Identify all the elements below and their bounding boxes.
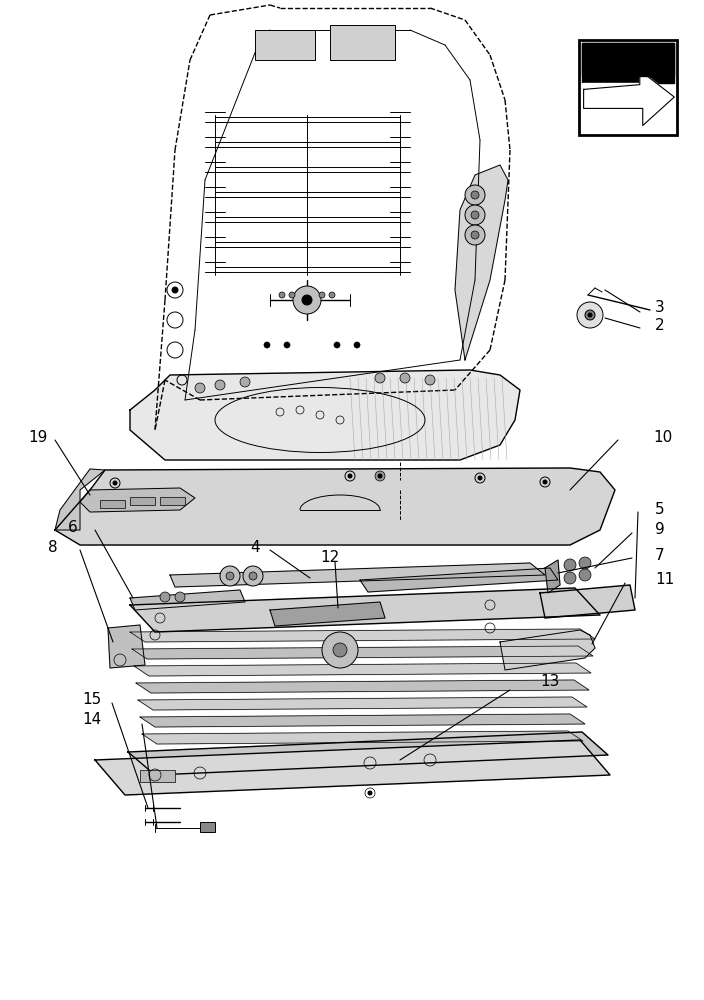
Polygon shape [132, 646, 593, 659]
Polygon shape [500, 630, 595, 670]
Polygon shape [582, 43, 674, 76]
Circle shape [333, 643, 347, 657]
Circle shape [588, 313, 592, 317]
Circle shape [354, 342, 360, 348]
Polygon shape [140, 714, 585, 727]
Circle shape [215, 380, 225, 390]
Circle shape [577, 302, 603, 328]
Circle shape [240, 377, 250, 387]
Circle shape [322, 632, 358, 668]
Polygon shape [130, 588, 600, 632]
Circle shape [579, 557, 591, 569]
Bar [200, 822, 215, 832]
Polygon shape [270, 602, 385, 626]
Polygon shape [540, 585, 635, 618]
Text: 9: 9 [655, 522, 665, 538]
Text: 8: 8 [48, 540, 58, 554]
Polygon shape [582, 83, 638, 132]
Text: 7: 7 [655, 548, 665, 562]
Text: 11: 11 [655, 572, 674, 587]
Circle shape [478, 476, 482, 480]
Bar [330, 25, 395, 60]
Circle shape [284, 342, 290, 348]
Circle shape [425, 375, 435, 385]
Polygon shape [55, 468, 615, 545]
Circle shape [564, 559, 576, 571]
Circle shape [471, 211, 479, 219]
Circle shape [293, 286, 321, 314]
Polygon shape [138, 697, 587, 710]
Polygon shape [130, 370, 520, 460]
Polygon shape [360, 568, 558, 592]
Circle shape [471, 231, 479, 239]
Circle shape [368, 791, 372, 795]
Circle shape [172, 287, 178, 293]
Circle shape [543, 480, 547, 484]
Circle shape [465, 225, 485, 245]
Text: 13: 13 [540, 674, 560, 690]
Circle shape [175, 592, 185, 602]
Polygon shape [80, 488, 195, 512]
Circle shape [220, 566, 240, 586]
Circle shape [348, 474, 352, 478]
Circle shape [279, 292, 285, 298]
Text: 14: 14 [82, 712, 101, 728]
Circle shape [226, 572, 234, 580]
Bar [140, 770, 175, 782]
Circle shape [334, 342, 340, 348]
Bar [160, 497, 185, 505]
Circle shape [585, 310, 595, 320]
Bar [130, 497, 155, 505]
Circle shape [375, 471, 385, 481]
Polygon shape [582, 43, 674, 83]
Polygon shape [455, 165, 508, 360]
Circle shape [319, 292, 325, 298]
Text: 2: 2 [655, 318, 665, 332]
Polygon shape [95, 740, 610, 795]
Text: 19: 19 [28, 430, 47, 444]
Polygon shape [55, 469, 105, 530]
Circle shape [113, 481, 117, 485]
Text: 5: 5 [655, 502, 665, 518]
Text: 4: 4 [250, 540, 260, 554]
Circle shape [465, 205, 485, 225]
Circle shape [471, 191, 479, 199]
Text: 6: 6 [68, 520, 77, 534]
Polygon shape [142, 731, 583, 744]
Polygon shape [130, 590, 245, 610]
Circle shape [375, 373, 385, 383]
Text: 3: 3 [655, 300, 665, 316]
Polygon shape [545, 560, 560, 593]
Bar [579, 40, 677, 135]
Circle shape [329, 292, 335, 298]
Circle shape [243, 566, 263, 586]
Circle shape [289, 292, 295, 298]
Polygon shape [136, 680, 589, 693]
Polygon shape [170, 563, 545, 587]
Circle shape [249, 572, 257, 580]
Polygon shape [128, 732, 608, 775]
Circle shape [465, 185, 485, 205]
Polygon shape [584, 70, 674, 125]
Polygon shape [130, 629, 595, 642]
Circle shape [302, 295, 312, 305]
Circle shape [579, 569, 591, 581]
Circle shape [378, 474, 382, 478]
Text: 10: 10 [653, 430, 672, 444]
Polygon shape [108, 625, 145, 668]
Circle shape [160, 592, 170, 602]
Text: 12: 12 [320, 550, 339, 566]
Text: 15: 15 [82, 692, 101, 708]
Circle shape [564, 572, 576, 584]
Circle shape [400, 373, 410, 383]
Circle shape [195, 383, 205, 393]
Polygon shape [134, 663, 591, 676]
Bar [255, 30, 315, 60]
Bar [100, 500, 125, 508]
Circle shape [264, 342, 270, 348]
